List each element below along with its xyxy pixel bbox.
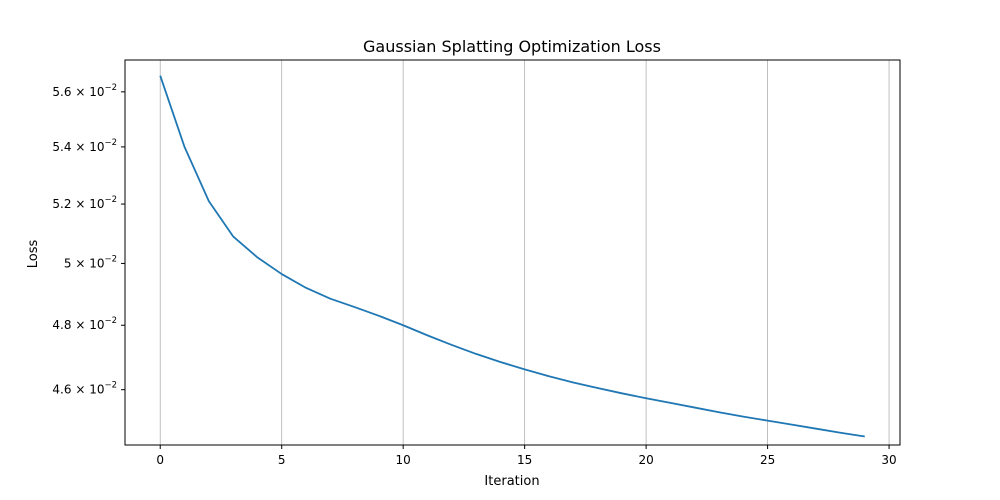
y-axis-ticks: 4.6 × 10−2 4.8 × 10−2 5 × 10−2 5.2 × 10−2 5.…	[52, 83, 125, 397]
x-axis-label: Iteration	[484, 474, 539, 489]
x-tick-label: 5	[278, 453, 286, 467]
y-tick-label: 4.8 × 10−2	[52, 316, 117, 332]
x-tick-label: 15	[517, 453, 532, 467]
series-layer	[159, 75, 865, 438]
chart-title: Gaussian Splatting Optimization Loss	[363, 37, 661, 56]
x-tick-label: 0	[156, 453, 164, 467]
y-tick-label: 5 × 10−2	[64, 254, 117, 270]
y-tick-label: 5.2 × 10−2	[52, 195, 117, 211]
y-axis-label: Loss	[26, 240, 41, 269]
y-tick-label: 4.6 × 10−2	[52, 381, 117, 397]
x-tick-label: 30	[881, 453, 896, 467]
plot-frame	[124, 59, 901, 446]
loss-series-line	[159, 75, 865, 438]
y-tick-label: 5.4 × 10−2	[52, 138, 117, 154]
x-tick-label: 10	[396, 453, 411, 467]
grid-layer	[159, 60, 890, 445]
y-tick-label: 5.6 × 10−2	[52, 83, 117, 99]
x-tick-label: 20	[638, 453, 653, 467]
x-tick-label: 25	[760, 453, 775, 467]
x-axis-ticks: 0 5 10 15 20 25 30	[156, 445, 897, 467]
